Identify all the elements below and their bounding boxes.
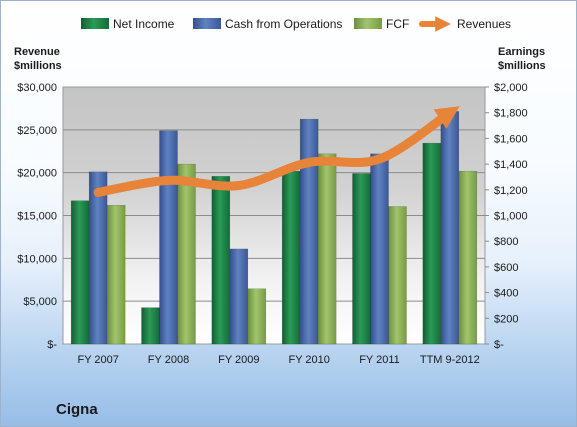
right-tick-label: $1,200 xyxy=(494,185,528,197)
right-tick-label: $200 xyxy=(494,313,518,325)
gridlines xyxy=(63,129,485,302)
left-tick-label: $25,000 xyxy=(17,125,57,137)
left-tick-label: $- xyxy=(47,339,57,351)
bar-cash-from-operations xyxy=(299,118,319,345)
bar-fcf xyxy=(247,288,267,345)
x-tick-label: FY 2007 xyxy=(77,354,118,366)
left-tick-label: $20,000 xyxy=(17,168,57,180)
right-axis-ticks: $- $200 $400 $600 $800 $1,000 $1,200 $1,400 $1,6… xyxy=(485,82,528,351)
bar-fcf xyxy=(317,153,337,345)
chart-title: Cigna xyxy=(56,401,98,418)
bar-net-income xyxy=(281,170,301,345)
legend-swatch-cash-from-operations xyxy=(193,18,221,29)
revenues-line xyxy=(93,106,460,197)
right-tick-label: $400 xyxy=(494,288,518,300)
bar-cash-from-operations xyxy=(159,130,178,345)
x-axis-labels: FY 2007 FY 2008 FY 2009 FY 2010 FY 2011 TTM 9… xyxy=(77,354,479,366)
legend: Net Income Cash from Operations FCF Reve… xyxy=(81,16,511,32)
legend-swatch-fcf xyxy=(354,18,382,29)
right-tick-label: $1,000 xyxy=(494,211,528,223)
bar-cash-from-operations xyxy=(370,153,389,345)
bar-net-income xyxy=(211,176,231,345)
bar-net-income xyxy=(422,142,442,345)
bar-fcf xyxy=(388,206,407,345)
legend-label-fcf: FCF xyxy=(386,17,409,31)
bar-cash-from-operations xyxy=(440,111,460,345)
right-tick-label: $800 xyxy=(494,236,518,248)
right-tick-label: $- xyxy=(494,339,504,351)
bar-cash-from-operations xyxy=(88,171,108,345)
bar-fcf xyxy=(458,170,478,345)
legend-swatch-net-income xyxy=(81,18,109,29)
right-tick-label: $2,000 xyxy=(494,82,528,94)
right-tick-label: $1,600 xyxy=(494,133,528,145)
x-tick-label: FY 2009 xyxy=(218,354,259,366)
left-tick-label: $30,000 xyxy=(17,82,57,94)
left-axis-title-line2: $millions xyxy=(14,60,62,72)
bar-net-income xyxy=(141,307,160,345)
right-tick-label: $1,800 xyxy=(494,108,528,120)
x-tick-label: FY 2011 xyxy=(359,354,400,366)
left-tick-label: $15,000 xyxy=(17,211,57,223)
left-tick-label: $10,000 xyxy=(17,253,57,265)
x-tick-label: TTM 9-2012 xyxy=(420,354,480,366)
left-tick-label: $5,000 xyxy=(23,296,57,308)
right-tick-label: $600 xyxy=(494,262,518,274)
legend-label-revenues: Revenues xyxy=(457,17,511,31)
bar-net-income xyxy=(352,173,371,345)
left-axis-title-line1: Revenue xyxy=(14,46,60,58)
legend-label-net-income: Net Income xyxy=(113,17,175,31)
right-axis-title-line1: Earnings xyxy=(498,46,545,58)
right-tick-label: $1,400 xyxy=(494,159,528,171)
x-tick-label: FY 2010 xyxy=(288,354,329,366)
x-tick-label: FY 2008 xyxy=(148,354,189,366)
left-axis-ticks: $- $5,000 $10,000 $15,000 $20,000 $25,000 $30,… xyxy=(17,82,57,351)
legend-label-cash-from-operations: Cash from Operations xyxy=(225,17,342,31)
bar-cash-from-operations xyxy=(229,248,249,345)
bar-fcf xyxy=(177,163,196,345)
bar-net-income xyxy=(70,200,90,345)
right-axis-title-line2: $millions xyxy=(498,60,546,72)
bar-fcf xyxy=(106,204,126,345)
